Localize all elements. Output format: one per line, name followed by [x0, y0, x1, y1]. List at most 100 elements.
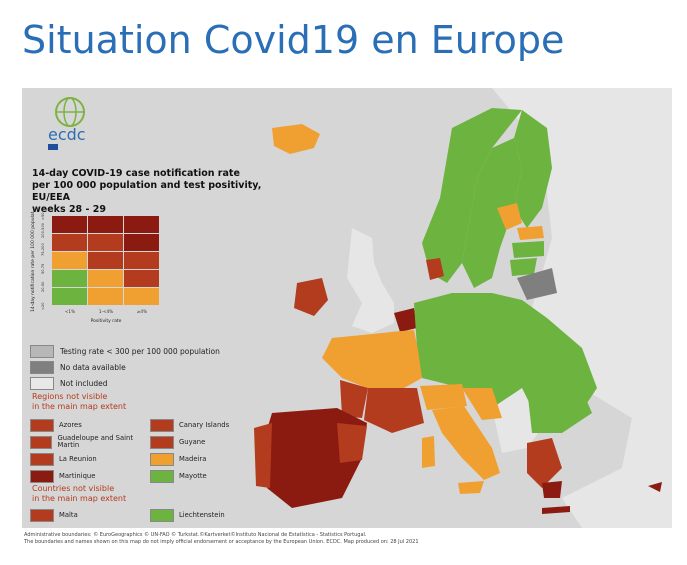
region-item: Martinique: [30, 469, 150, 483]
countries-heading-line: in the main map extent: [32, 494, 127, 503]
region-estonia: [517, 226, 544, 240]
region-france-south: [364, 388, 424, 433]
matrix-cell: [52, 234, 87, 251]
matrix-cell: [88, 216, 123, 233]
matrix-cell: [52, 252, 87, 269]
non-eu-land-east: [492, 88, 672, 528]
matrix-y-tick: 20-50: [41, 281, 45, 292]
region-netherlands: [394, 308, 417, 332]
region-item: Madeira: [150, 452, 270, 466]
region-sardinia: [422, 436, 435, 468]
country-item: Malta: [30, 508, 150, 522]
legend-panel: ecdc 14-day COVID-19 case notification r…: [24, 90, 274, 526]
region-portugal: [254, 423, 272, 488]
country-swatch: [150, 508, 174, 522]
region-label: Azores: [59, 420, 82, 429]
footer-line: Administrative boundaries: © EuroGeograp…: [24, 532, 367, 538]
region-item: Canary Islands: [150, 418, 270, 432]
key-item: Testing rate < 300 per 100 000 populatio…: [30, 343, 270, 359]
region-latvia: [512, 241, 544, 258]
region-france-north: [322, 332, 422, 388]
region-label: Guadeloupe and Saint Martin: [57, 434, 134, 449]
region-item: Guyane: [150, 435, 270, 449]
key-label: Not included: [60, 378, 108, 388]
region-norway: [422, 108, 522, 283]
region-croatia: [462, 388, 502, 420]
region-item: Mayotte: [150, 469, 270, 483]
region-italy-boot: [432, 406, 500, 480]
matrix-cell: [52, 270, 87, 287]
matrix-y-tick: <20: [41, 302, 45, 310]
key-swatch: [30, 376, 54, 390]
region-iceland: [272, 124, 320, 154]
region-sweden-south: [497, 203, 522, 230]
matrix-y-label: 14-day notification rate per 100 000 pop…: [30, 212, 36, 312]
matrix-cell: [52, 288, 87, 305]
matrix-y-tick: 75-200: [41, 243, 45, 256]
matrix-cell: [124, 234, 159, 251]
region-label: Madeira: [179, 454, 207, 463]
country-swatch: [30, 508, 54, 522]
legend-title-line: per 100 000 population and test positivi…: [32, 180, 262, 203]
region-swatch: [30, 435, 53, 449]
region-swatch: [150, 435, 174, 449]
key-item: Not included: [30, 375, 270, 391]
matrix-y-tick: 200-500: [41, 222, 45, 238]
matrix-cell: [88, 288, 123, 305]
matrix-cell: [52, 216, 87, 233]
key-item: No data available: [30, 359, 270, 375]
page-title: Situation Covid19 en Europe: [22, 18, 565, 62]
country-label: Malta: [59, 510, 78, 519]
region-swatch: [150, 469, 174, 483]
footer-line: The boundaries and names shown on this m…: [24, 539, 419, 545]
region-label: Canary Islands: [179, 420, 230, 429]
region-label: Guyane: [179, 437, 206, 446]
matrix-y-tick: >500: [41, 212, 45, 220]
region-label: Mayotte: [179, 471, 207, 480]
region-swatch: [150, 418, 174, 432]
matrix-x-tick: 1-<4%: [99, 309, 113, 314]
region-no-data: [517, 268, 557, 300]
region-swatch: [30, 452, 54, 466]
notification-positivity-matrix: 14-day notification rate per 100 000 pop…: [30, 212, 159, 324]
legend-title-line: 14-day COVID-19 case notification rate: [32, 168, 240, 179]
country-item: Liechtenstein: [150, 508, 270, 522]
region-greece-islands: [542, 481, 562, 498]
region-denmark: [426, 258, 444, 280]
matrix-cell: [88, 270, 123, 287]
ecdc-logo: ecdc: [48, 97, 86, 150]
matrix-x-label: Positivity rate: [91, 318, 122, 324]
matrix-cell: [88, 234, 123, 251]
region-finland: [514, 110, 552, 228]
key-label: Testing rate < 300 per 100 000 populatio…: [60, 346, 220, 356]
country-label: Liechtenstein: [179, 510, 225, 519]
key-swatch: [30, 360, 54, 374]
region-crete: [542, 506, 570, 514]
regions-heading-line: in the main map extent: [32, 402, 127, 411]
region-france-west: [340, 380, 368, 418]
non-eu-land-uk: [347, 228, 394, 333]
matrix-cell: [124, 216, 159, 233]
matrix-cell: [88, 252, 123, 269]
matrix-cell: [124, 252, 159, 269]
region-item: La Reunion: [30, 452, 150, 466]
region-italy-north: [420, 384, 467, 410]
region-cyprus: [648, 482, 662, 492]
countries-list: Malta Liechtenstein: [30, 508, 270, 522]
key-swatch: [30, 344, 54, 358]
matrix-x-tick: ≥4%: [137, 309, 147, 314]
region-spain-east: [337, 423, 367, 463]
regions-heading: Regions not visible in the main map exte…: [32, 392, 126, 412]
regions-heading-line: Regions not visible: [32, 392, 108, 401]
key-label: No data available: [60, 362, 126, 372]
matrix-cell: [124, 288, 159, 305]
region-label: Martinique: [59, 471, 96, 480]
region-item: Azores: [30, 418, 150, 432]
legend-title: 14-day COVID-19 case notification rate p…: [32, 168, 272, 216]
region-label: La Reunion: [59, 454, 97, 463]
regions-list: Azores Canary Islands Guadeloupe and Sai…: [30, 418, 270, 483]
legend-title-line: weeks 28 - 29: [32, 204, 106, 215]
region-greece: [527, 438, 562, 488]
logo-text: ecdc: [48, 125, 86, 144]
map-footer: Administrative boundaries: © EuroGeograp…: [24, 532, 664, 546]
